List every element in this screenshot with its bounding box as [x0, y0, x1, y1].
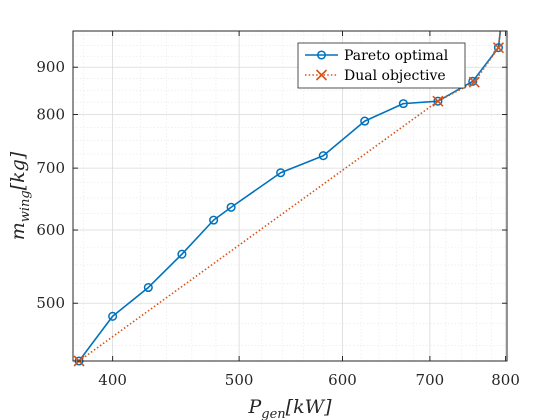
x-axis-title-main: P: [247, 396, 262, 418]
x-tick-label: 400: [98, 371, 127, 389]
data-point-0: [209, 215, 219, 225]
plot-frame: [72, 30, 508, 362]
x-axis-title: Pgen[kW]: [247, 396, 332, 420]
data-point-0: [177, 249, 187, 259]
y-axis-title: mwing[kg]: [7, 151, 33, 240]
y-axis-title-sub: wing: [18, 190, 33, 222]
data-point-1: [492, 42, 505, 54]
data-point-1: [432, 95, 444, 107]
legend-box: [297, 42, 466, 89]
data-point-0: [276, 168, 286, 178]
y-tick-label: 500: [36, 294, 65, 312]
y-axis-title-unit: [kg]: [7, 151, 29, 190]
x-axis-title-sub: gen: [261, 407, 285, 420]
y-tick-label: 700: [36, 159, 65, 177]
x-tick-label: 600: [328, 371, 357, 389]
x-tick-label: 800: [491, 371, 520, 389]
data-point-0: [108, 311, 118, 321]
legend-dual-marker: [315, 69, 328, 81]
data-point-0: [433, 96, 443, 106]
series-layer: [78, 31, 502, 361]
y-tick-label: 600: [36, 221, 65, 239]
data-point-0: [468, 76, 478, 86]
legend-dual-label: Dual objective: [344, 68, 446, 84]
x-axis-title-unit: [kW]: [286, 396, 332, 418]
data-point-0: [398, 99, 408, 109]
data-point-1: [468, 76, 480, 88]
data-point-0: [360, 116, 370, 126]
data-point-0: [226, 202, 236, 212]
ticks-layer: 400 500 600 700 800 500 600 700 800 900: [36, 31, 520, 389]
series-line-0: [78, 31, 502, 361]
y-tick-label: 800: [36, 106, 65, 124]
y-axis-title-main: m: [7, 222, 29, 240]
data-point-0: [143, 282, 153, 293]
y-tick-label: 900: [36, 58, 65, 76]
legend-pareto-marker: [316, 50, 327, 60]
legend: Pareto optimal Dual objective: [297, 42, 466, 89]
legend-pareto-label: Pareto optimal: [344, 48, 449, 64]
x-tick-label: 500: [225, 371, 254, 389]
minor-grid: [73, 31, 507, 361]
data-point-0: [318, 151, 328, 161]
markers-layer: [73, 42, 505, 367]
data-point-0: [493, 43, 504, 53]
x-tick-label: 700: [416, 371, 445, 389]
